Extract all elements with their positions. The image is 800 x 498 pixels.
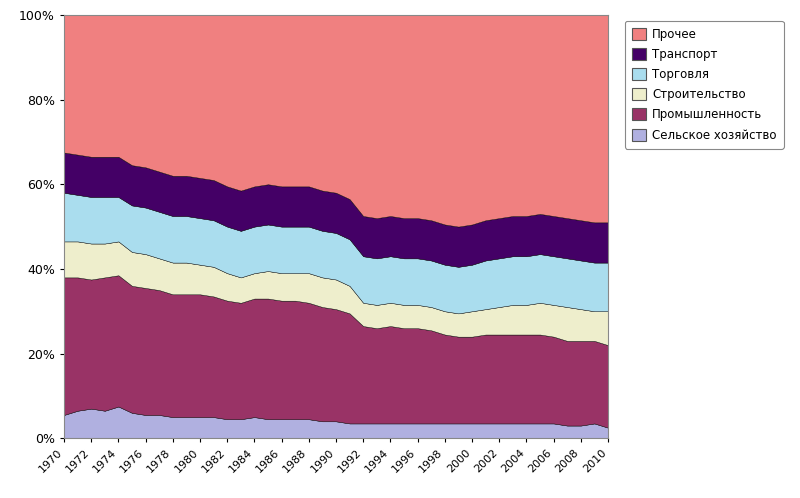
Legend: Прочее, Транспорт, Торговля, Строительство, Промышленность, Сельское хозяйство: Прочее, Транспорт, Торговля, Строительст… <box>625 21 783 148</box>
